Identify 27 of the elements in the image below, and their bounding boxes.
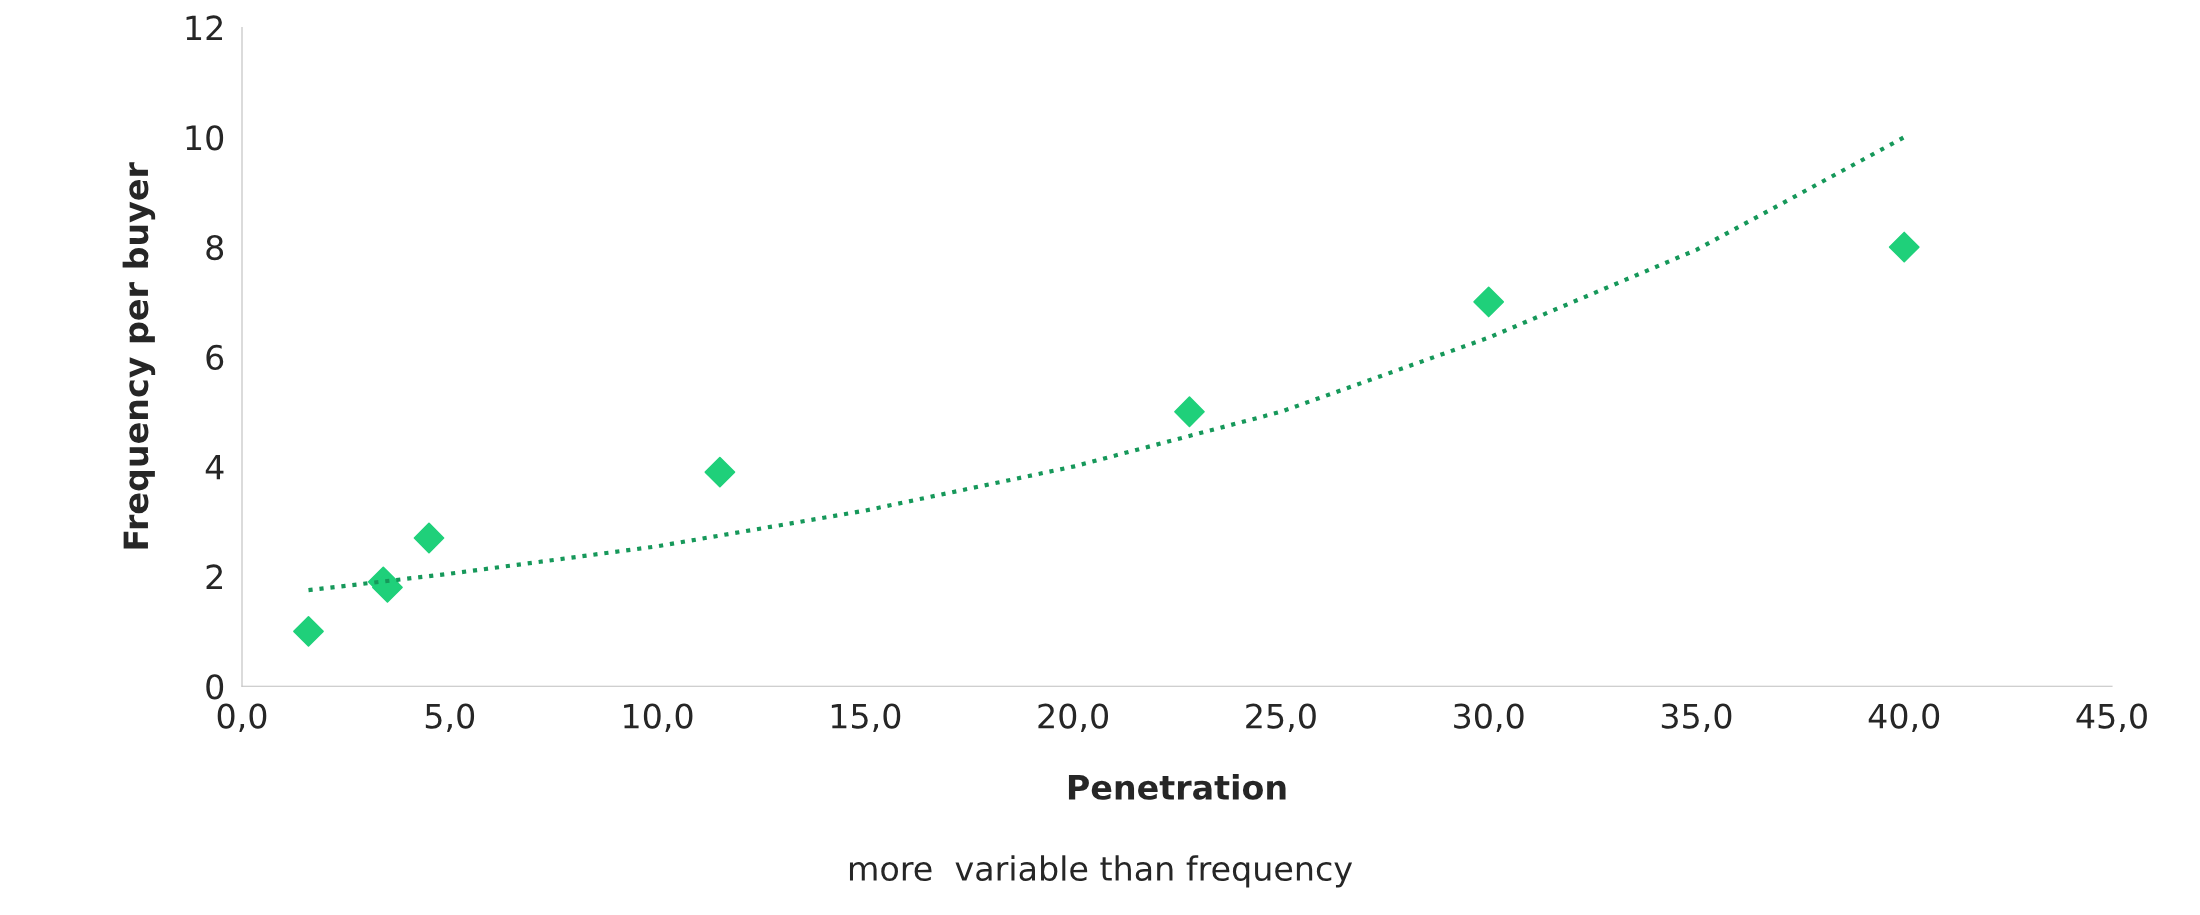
x-tick-label: 35,0: [1661, 703, 1732, 733]
point: [704, 456, 736, 488]
y-tick-label: 2: [206, 564, 222, 590]
point: [1473, 286, 1505, 318]
x-tick-label: 25,0: [1246, 703, 1316, 733]
x-tick-label: 45,0: [2076, 703, 2147, 733]
y-tick-label: 8: [206, 234, 224, 261]
point: [413, 522, 445, 554]
point: [1174, 396, 1205, 428]
x-tick-label: 40,0: [1868, 703, 1940, 733]
y-tick-label: 12: [186, 15, 222, 41]
line-series: [306, 135, 1907, 593]
x-tick-label: 15,0: [831, 703, 901, 733]
x-tick-label: 30,0: [1454, 703, 1524, 733]
point: [1888, 231, 1920, 263]
x-tick-label: 5,0: [425, 703, 475, 733]
y-axis-title: Frequency per buyer: [122, 162, 156, 549]
y-tick-label: 6: [206, 344, 224, 370]
text: more variable than frequency: [849, 855, 1353, 888]
x-tick-label: 10,0: [624, 703, 693, 733]
y-tick-label: 4: [205, 455, 224, 480]
x-tick-label: 0,0: [217, 703, 267, 733]
x-axis-title: Penetration: [1068, 774, 1286, 800]
y-tick-label: 10: [186, 125, 224, 151]
point: [293, 615, 324, 647]
x-tick-label: 20,0: [1038, 703, 1109, 733]
y-tick-label: 0: [206, 674, 224, 700]
